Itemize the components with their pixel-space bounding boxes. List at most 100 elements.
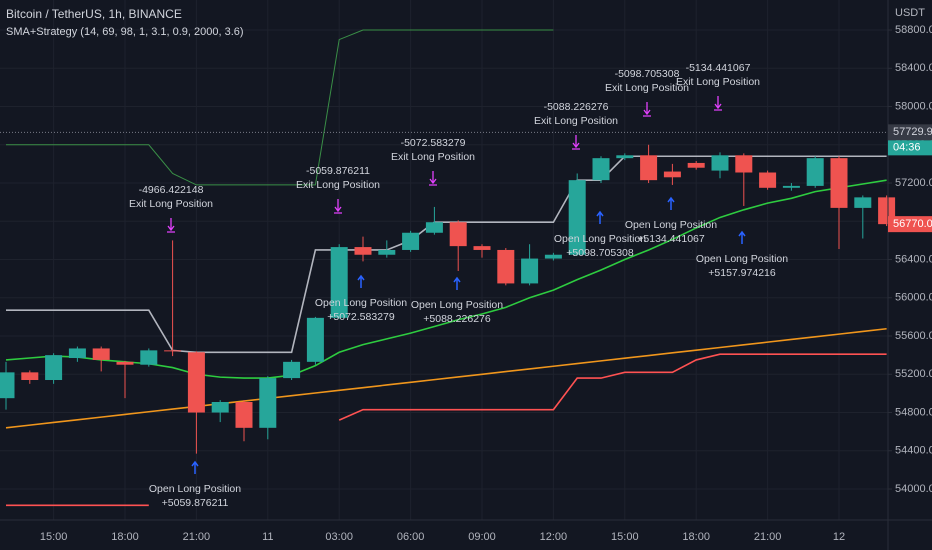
candle-body [211,402,229,413]
exit-amount: -5088.226276 [544,101,609,113]
countdown-box [888,140,932,156]
exit-label: Exit Long Position [129,198,213,210]
candle-body [830,158,848,208]
candles [0,144,896,454]
entry-amount: +5157.974216 [708,267,776,279]
indicator-line [5,327,887,429]
countdown: 04:36 [893,142,921,154]
entry-label: Open Long Position [149,483,241,495]
exit-arrow [429,171,437,186]
candle-body [283,361,301,379]
candle-body [782,185,800,188]
candle-body [0,372,15,399]
exit-label: Exit Long Position [605,82,689,94]
x-tick-label: 03:00 [325,531,353,543]
exit-arrow [167,218,175,233]
entry-amount: +5059.876211 [162,497,229,509]
candle-body [497,249,515,284]
x-tick-label: 18:00 [682,531,710,543]
entry-amount: +5098.705308 [566,247,634,259]
annotations: -4966.422148 Exit Long Position -5059.8762… [129,62,788,509]
y-tick-label: 55200.00 [895,368,932,380]
x-tick-label: 12 [833,531,845,543]
exit-amount: -5059.876211 [306,165,370,177]
candle-body [235,402,253,428]
entry-arrow [453,276,461,290]
candle-body [640,155,658,181]
candle-body [854,197,872,208]
y-tick-label: 56000.00 [895,292,932,304]
y-tick-label: 56400.00 [895,253,932,265]
price-label-box [888,124,932,141]
entry-arrow [357,274,365,288]
entry-arrow [191,460,199,474]
x-tick-label: 11 [262,531,273,543]
entry-amount: +5072.583279 [327,311,395,323]
exit-label: Exit Long Position [391,151,475,163]
candle-body [330,247,348,318]
exit-arrow [643,102,651,117]
exit-amount: -5072.583279 [401,137,466,149]
candle-body [806,158,824,186]
candle-body [378,249,396,255]
candle-body [140,350,158,365]
chart-title: Bitcoin / TetherUS, 1h, BINANCE [6,7,182,21]
exit-amount: -4966.422148 [139,184,204,196]
candle-body [354,247,372,255]
axes: 54000.00 54400.00 54800.00 55200.00 55600.00… [40,24,932,543]
y-tick-label: 58400.00 [895,62,932,74]
exit-amount: -5134.441067 [686,62,751,74]
candle-body [663,171,681,178]
candle-body [306,317,324,362]
indicator-line [6,353,887,507]
entry-label: Open Long Position [315,297,407,309]
candle-body [473,246,491,250]
candle-body [449,222,467,247]
candle-body [259,378,277,428]
currency-label: USDT [895,7,925,19]
y-tick-label: 54400.00 [895,445,932,457]
candle-body [92,348,110,360]
y-tick-label: 54800.00 [895,406,932,418]
candle-body [592,158,610,181]
exit-arrow [334,199,342,214]
exit-label: Exit Long Position [296,179,380,191]
candle-body [68,348,86,359]
x-tick-label: 12:00 [540,531,568,543]
candle-body [164,350,182,352]
indicator-legend: SMA+Strategy (14, 69, 98, 1, 3.1, 0.9, 2… [6,26,244,38]
entry-label: Open Long Position [696,253,788,265]
x-tick-label: 15:00 [40,531,68,543]
candle-body [116,361,134,365]
candle-body [402,232,420,250]
candle-body [735,155,753,173]
exit-label: Exit Long Position [676,76,760,88]
exit-arrow [572,135,580,150]
x-tick-label: 18:00 [111,531,139,543]
entry-amount: +5088.226276 [423,313,491,325]
y-tick-label: 55600.00 [895,330,932,342]
indicator-line [6,29,554,186]
close-label-box [888,216,932,233]
exit-label: Exit Long Position [534,115,618,127]
candle-body [544,254,562,259]
candle-body [21,372,39,381]
y-tick-label: 54000.00 [895,483,932,495]
candle-body [187,352,205,413]
price-label: 57729.99 [893,126,932,138]
close-label: 56770.00 [893,218,932,230]
candle-body [616,155,634,159]
y-tick-label: 57200.00 [895,177,932,189]
x-tick-label: 09:00 [468,531,496,543]
x-tick-label: 06:00 [397,531,425,543]
candle-body [711,155,729,171]
entry-arrow [738,230,746,244]
entry-amount: +5134.441067 [637,233,705,245]
x-tick-label: 21:00 [754,531,782,543]
x-tick-label: 15:00 [611,531,639,543]
candle-body [521,258,539,284]
entry-label: Open Long Position [554,233,646,245]
